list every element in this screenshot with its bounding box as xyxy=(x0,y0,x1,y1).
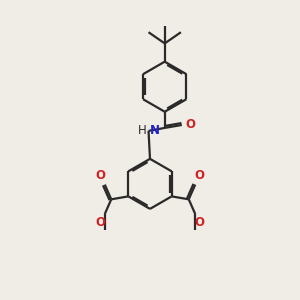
Text: O: O xyxy=(194,169,204,182)
Text: H: H xyxy=(138,124,147,137)
Text: O: O xyxy=(186,118,196,131)
Text: O: O xyxy=(194,216,204,230)
Text: N: N xyxy=(150,124,160,137)
Text: O: O xyxy=(96,169,106,182)
Text: O: O xyxy=(96,216,106,230)
